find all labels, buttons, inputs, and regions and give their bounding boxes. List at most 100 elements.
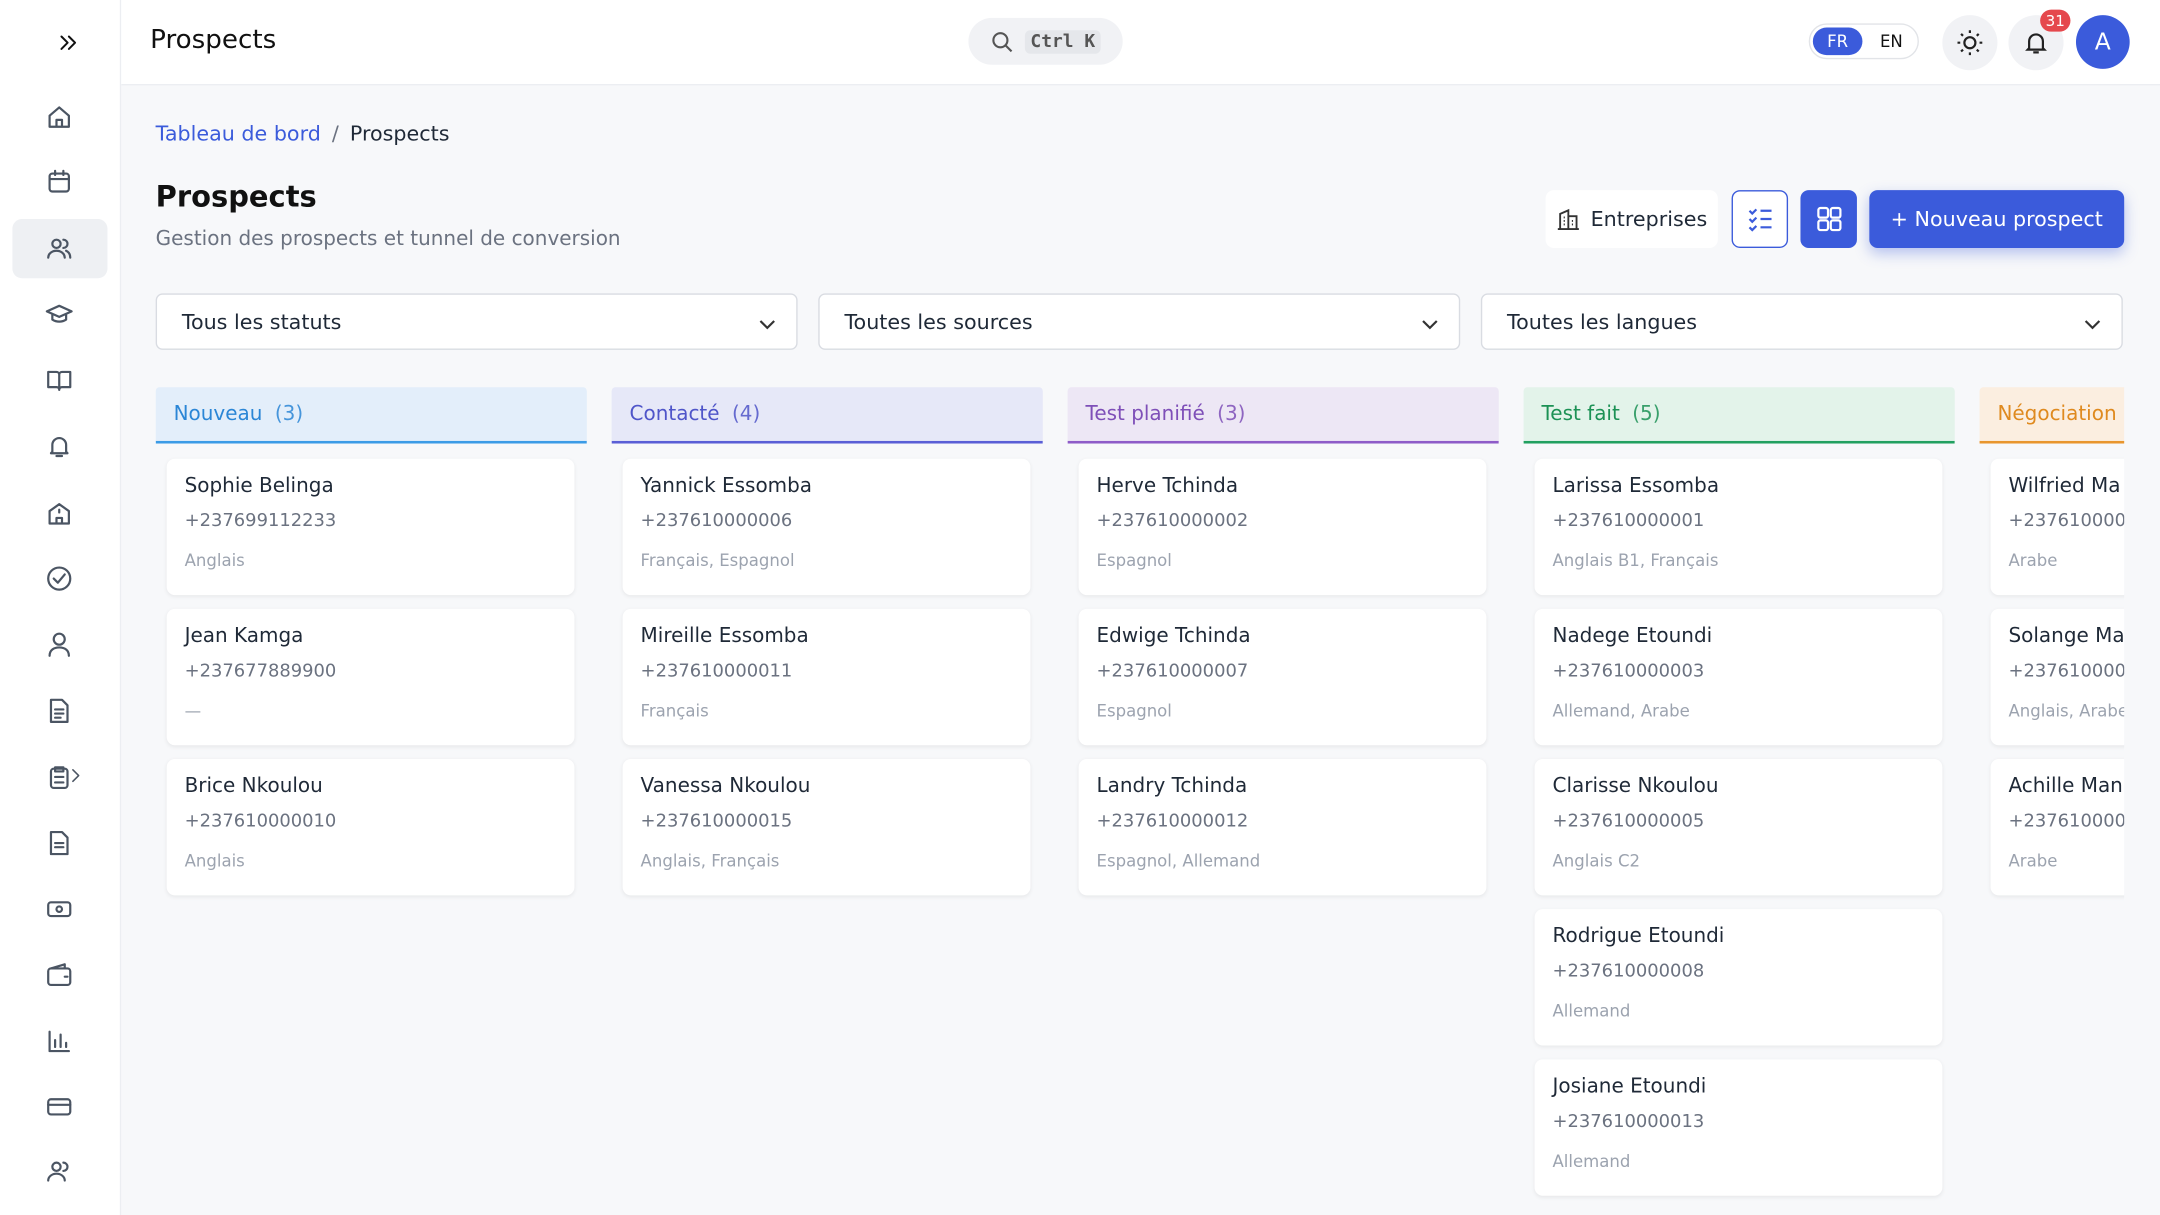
prospect-card[interactable]: Rodrigue Etoundi +237610000008 Allemand xyxy=(1534,909,1943,1046)
prospect-phone: +237610000007 xyxy=(1096,661,1249,682)
search-shortcut: Ctrl K xyxy=(1024,29,1101,54)
nav-file[interactable] xyxy=(45,829,73,857)
prospect-card[interactable]: Herve Tchinda +237610000002 Espagnol xyxy=(1078,458,1487,596)
nav-clipboard[interactable] xyxy=(45,763,73,791)
prospect-card[interactable]: Solange Ma +23761000000 Anglais, Arabe xyxy=(1990,608,2125,746)
prospect-languages: Espagnol xyxy=(1096,551,1172,571)
active-nav[interactable] xyxy=(12,219,108,279)
prospect-phone: +237699112233 xyxy=(184,511,337,532)
nav-chart[interactable] xyxy=(45,1028,73,1056)
expand-icon[interactable] xyxy=(56,30,81,55)
prospect-phone: +237610000003 xyxy=(1552,661,1705,682)
column-header: Contacté (4) xyxy=(611,387,1043,444)
nav-school[interactable] xyxy=(45,499,73,527)
nav-calendar[interactable] xyxy=(45,168,73,196)
prospect-name: Brice Nkoulou xyxy=(184,775,323,798)
prospect-phone: +23761000000 xyxy=(2008,661,2124,682)
nav-book[interactable] xyxy=(45,366,73,394)
column-count: (4) xyxy=(731,402,761,425)
prospect-card[interactable]: Larissa Essomba +237610000001 Anglais B1, … xyxy=(1534,458,1943,596)
avatar[interactable]: A xyxy=(2075,15,2130,69)
column-title: Négociation xyxy=(1997,402,2117,425)
nav-check[interactable] xyxy=(45,565,73,593)
new-prospect-button[interactable]: + Nouveau prospect xyxy=(1869,190,2125,248)
page-subtitle: Gestion des prospects et tunnel de conve… xyxy=(155,228,621,251)
companies-label: Entreprises xyxy=(1590,206,1708,232)
prospect-phone: +23761000000 xyxy=(2008,811,2124,833)
prospect-name: Sophie Belinga xyxy=(184,475,334,498)
companies-button[interactable]: Entreprises xyxy=(1545,190,1718,248)
prospect-card[interactable]: Nadege Etoundi +237610000003 Allemand, Ara… xyxy=(1534,608,1943,746)
nav-card[interactable] xyxy=(45,1092,73,1120)
prospect-card[interactable]: Clarisse Nkoulou +237610000005 Anglais C2 xyxy=(1534,759,1943,896)
column-title: Nouveau xyxy=(173,402,263,425)
lang-fr[interactable]: FR xyxy=(1812,27,1863,56)
filter-select[interactable]: Toutes les sources xyxy=(818,293,1461,350)
nav-chevron[interactable] xyxy=(66,766,85,785)
prospect-languages: Anglais, Français xyxy=(640,851,780,871)
prospect-name: Edwige Tchinda xyxy=(1096,625,1251,648)
prospect-card[interactable]: Josiane Etoundi +237610000013 Allemand xyxy=(1534,1059,1943,1196)
filter-select[interactable]: Toutes les langues xyxy=(1480,293,2123,350)
prospect-card[interactable]: Brice Nkoulou +237610000010 Anglais xyxy=(166,759,575,896)
prospect-phone: +237610000011 xyxy=(640,661,793,682)
header-title: Prospects xyxy=(150,24,277,56)
nav-courses[interactable] xyxy=(45,300,73,328)
nav-prospects[interactable] xyxy=(45,234,73,262)
nav-wallet[interactable] xyxy=(45,962,73,990)
prospect-phone: +237677889900 xyxy=(184,661,337,682)
prospect-card[interactable]: Achille Man +23761000000 Arabe xyxy=(1990,759,2125,896)
prospect-card[interactable]: Yannick Essomba +237610000006 Français, Es… xyxy=(622,458,1031,596)
kanban-column: Négociation Wilfried Ma +23761000000 Arabe S… xyxy=(1979,387,2125,896)
prospect-name: Landry Tchinda xyxy=(1096,775,1248,798)
prospect-card[interactable]: Edwige Tchinda +237610000007 Espagnol xyxy=(1078,608,1487,746)
search-icon xyxy=(992,31,1013,52)
board-view-button[interactable] xyxy=(1800,190,1857,248)
prospect-phone: +23761000000 xyxy=(2008,511,2124,532)
chevron-down xyxy=(1422,320,1438,330)
prospect-card[interactable]: Vanessa Nkoulou +237610000015 Anglais, Fra… xyxy=(622,759,1031,896)
prospect-card[interactable]: Wilfried Ma +23761000000 Arabe xyxy=(1990,458,2125,596)
prospect-name: Vanessa Nkoulou xyxy=(640,775,811,798)
notification-badge: 31 xyxy=(2040,9,2071,32)
kanban-column: Nouveau (3) Sophie Belinga +237699112233 Ang… xyxy=(155,387,587,896)
column-title: Test fait xyxy=(1541,402,1620,425)
column-header: Négociation xyxy=(1979,387,2125,444)
prospect-name: Rodrigue Etoundi xyxy=(1552,925,1725,948)
search[interactable]: Ctrl K xyxy=(968,17,1123,65)
breadcrumb-separator: / xyxy=(331,121,339,147)
breadcrumb-link[interactable]: Tableau de bord xyxy=(155,121,321,147)
prospect-name: Solange Ma xyxy=(2008,625,2125,648)
list-view-button[interactable] xyxy=(1731,190,1789,248)
prospect-card[interactable]: Jean Kamga +237677889900 — xyxy=(166,608,575,746)
column-title: Contacté xyxy=(629,402,720,425)
column-count: (3) xyxy=(1217,402,1246,425)
prospect-card[interactable]: Mireille Essomba +237610000011 Français xyxy=(622,608,1031,746)
prospect-phone: +237610000010 xyxy=(184,811,337,833)
lang-en[interactable]: EN xyxy=(1879,31,1903,51)
theme-button[interactable] xyxy=(1942,15,1998,71)
nav-user[interactable] xyxy=(45,631,73,659)
kanban-column: Contacté (4) Yannick Essomba +237610000006 F… xyxy=(611,387,1043,896)
prospect-languages: Espagnol xyxy=(1096,701,1172,721)
nav-document[interactable] xyxy=(45,697,73,725)
nav-home[interactable] xyxy=(45,103,73,131)
prospect-name: Josiane Etoundi xyxy=(1552,1075,1707,1098)
prospect-card[interactable]: Landry Tchinda +237610000012 Espagnol, All… xyxy=(1078,759,1487,896)
nav-team[interactable] xyxy=(45,1157,73,1185)
sidebar xyxy=(0,0,122,1215)
topbar: Prospects Ctrl K FR EN 31 A xyxy=(121,0,2160,86)
nav-bell[interactable] xyxy=(45,433,73,461)
chevron-down xyxy=(759,320,775,330)
prospect-card[interactable]: Sophie Belinga +237699112233 Anglais xyxy=(166,458,575,596)
breadcrumb-current: Prospects xyxy=(349,121,450,147)
nav-money[interactable] xyxy=(45,895,73,923)
breadcrumb: Tableau de bord / Prospects xyxy=(156,121,450,146)
prospect-phone: +237610000002 xyxy=(1096,511,1249,532)
bell-icon xyxy=(2025,33,2047,54)
filter-select[interactable]: Tous les statuts xyxy=(155,293,798,350)
prospect-name: Larissa Essomba xyxy=(1552,475,1720,498)
prospect-name: Herve Tchinda xyxy=(1096,475,1239,498)
prospect-languages: Anglais xyxy=(184,551,245,571)
